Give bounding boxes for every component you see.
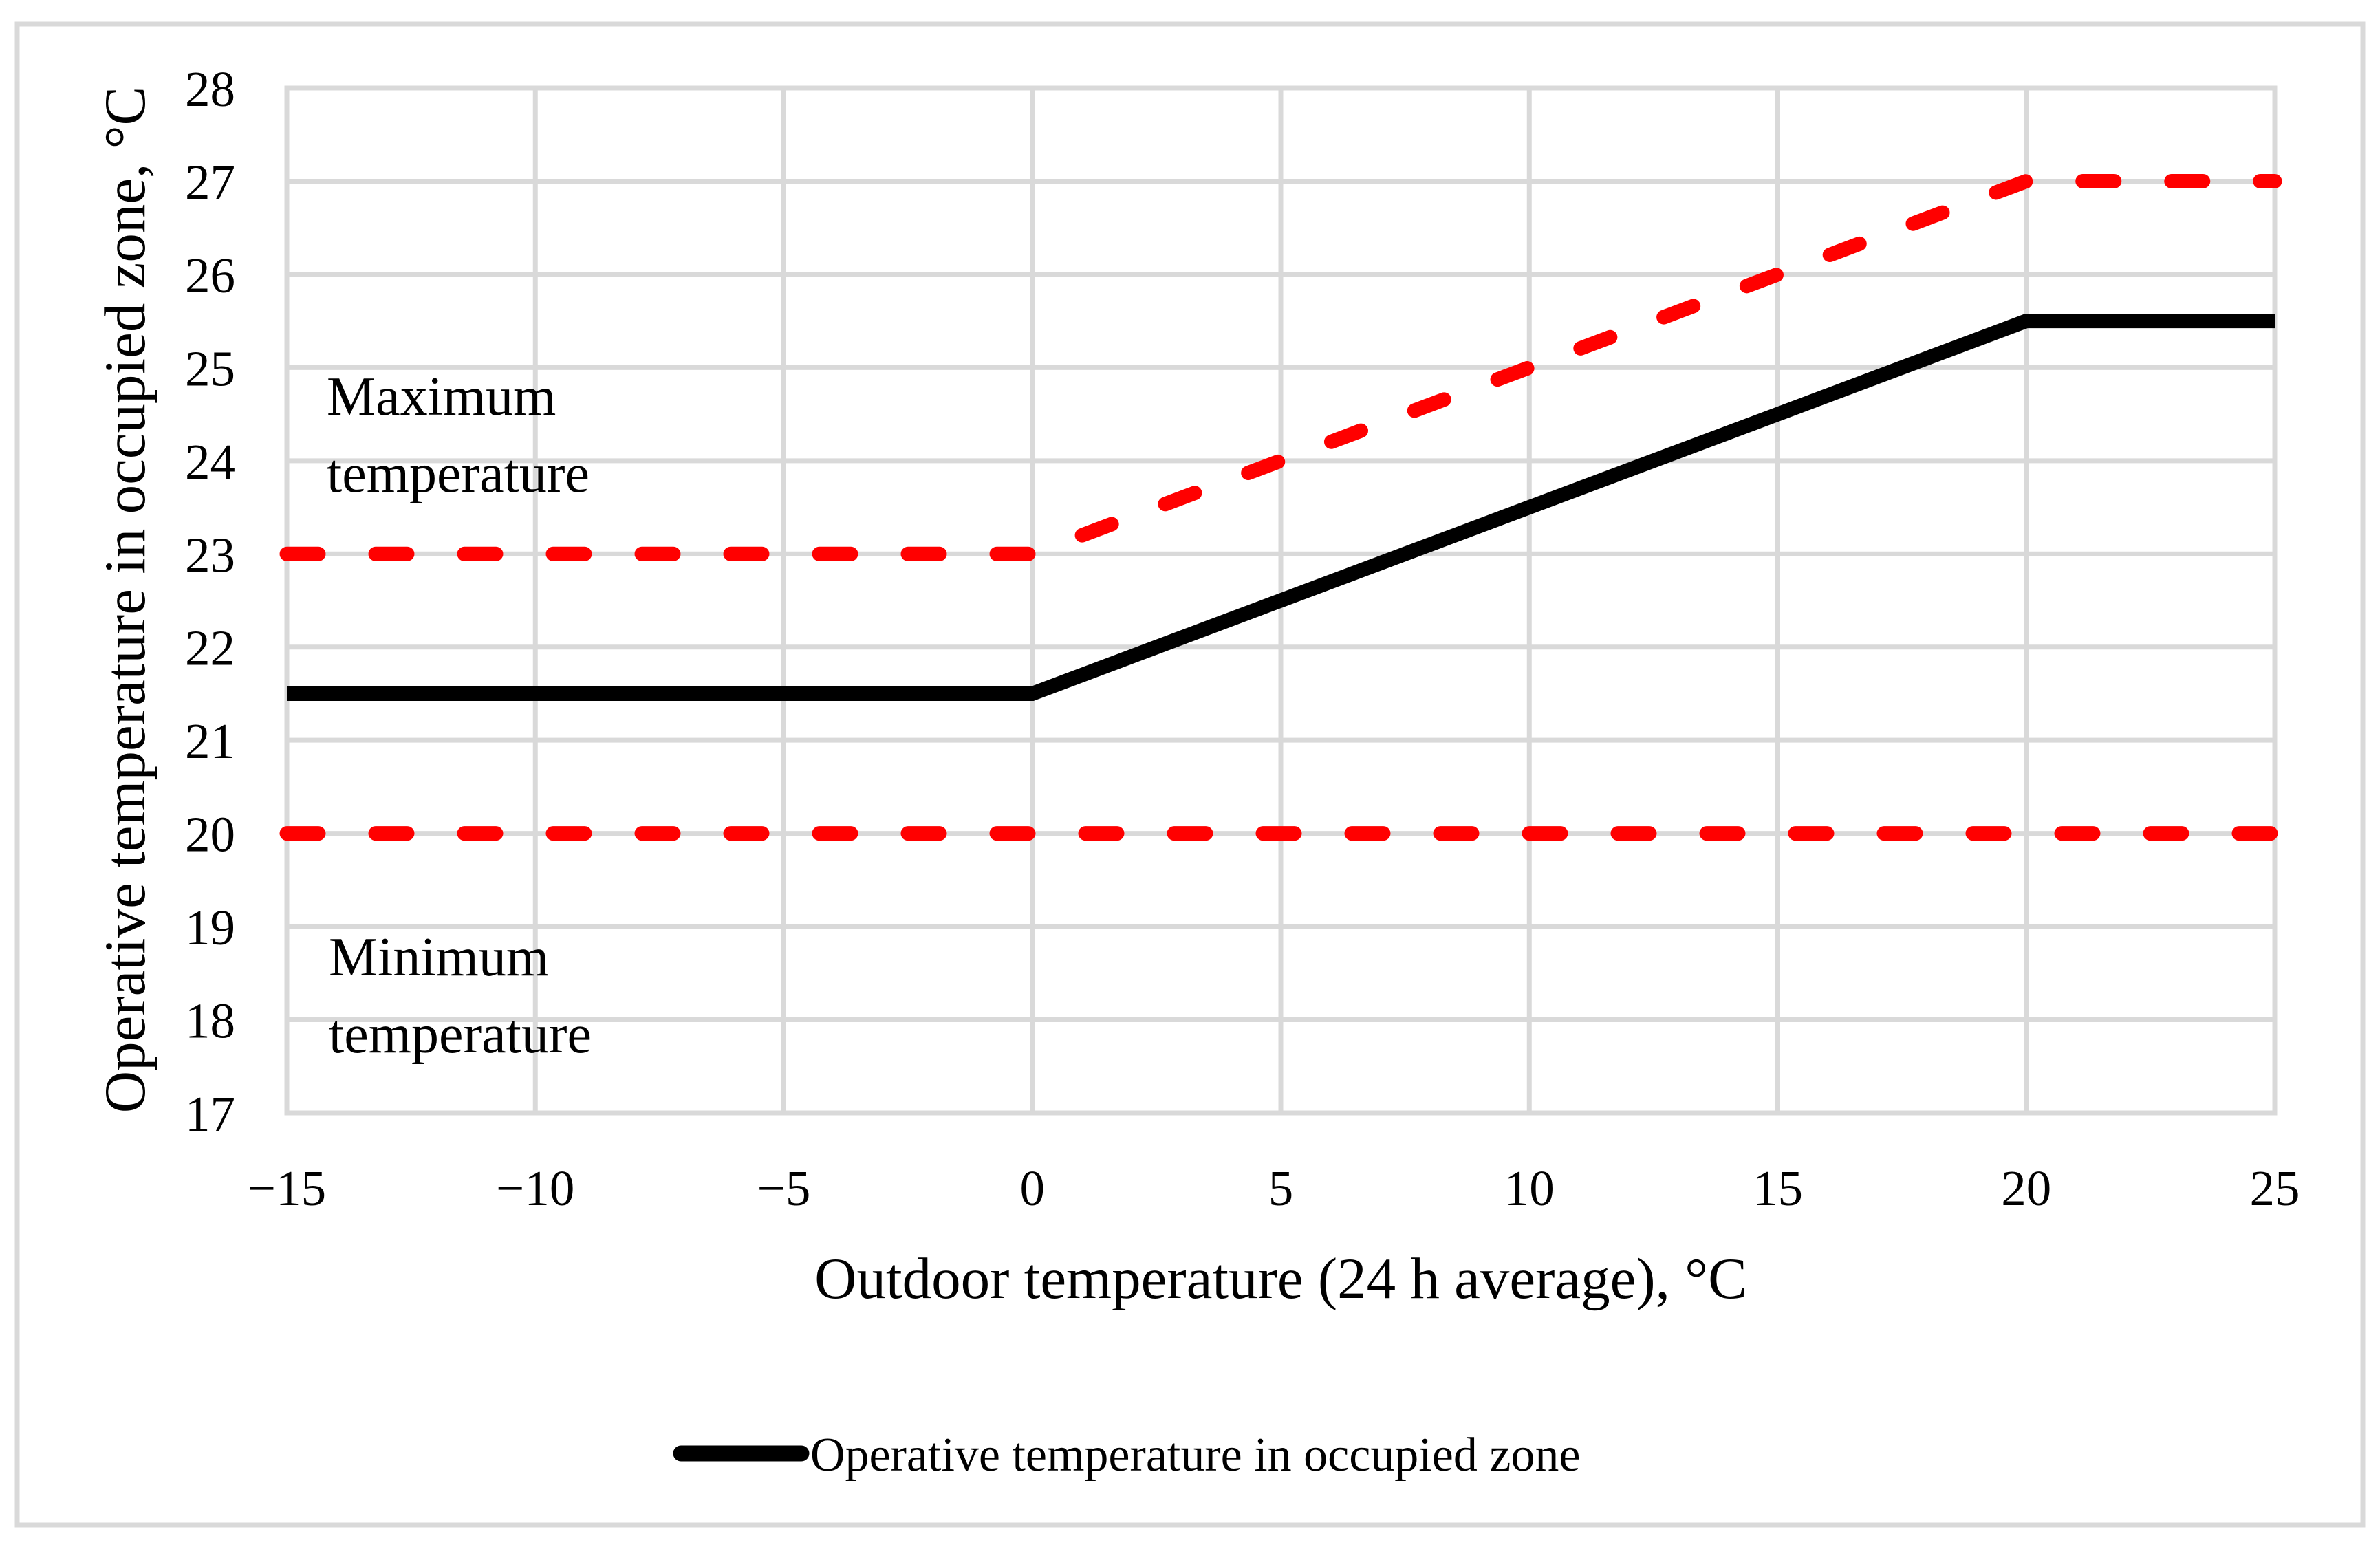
series-maximum-temperature <box>279 173 2282 561</box>
figure-border <box>14 21 2366 1528</box>
x-tick-label: −15 <box>248 1160 326 1216</box>
x-tick-label: −5 <box>757 1160 811 1216</box>
y-tick-label: 27 <box>185 154 235 210</box>
x-tick-label: 0 <box>1020 1160 1046 1216</box>
series-operative-temperature-in-occupied-zone <box>287 314 2275 701</box>
x-tick-label: −10 <box>496 1160 574 1216</box>
y-tick-label: 17 <box>185 1086 235 1142</box>
y-tick-label: 18 <box>185 993 235 1049</box>
annotation-line: Minimum <box>329 927 549 988</box>
y-axis-title: Operative temperature in occupied zone, … <box>93 87 158 1114</box>
x-tick-label: 10 <box>1504 1160 1555 1216</box>
x-tick-label: 15 <box>1753 1160 1803 1216</box>
x-axis-title: Outdoor temperature (24 h average), °C <box>814 1246 1747 1311</box>
annotation-line: Maximum <box>327 367 556 427</box>
series-layer <box>279 173 2282 841</box>
y-tick-label: 25 <box>185 340 235 396</box>
y-tick-label: 21 <box>185 713 235 769</box>
x-tick-label: 5 <box>1268 1160 1294 1216</box>
y-tick-label: 24 <box>185 434 235 490</box>
y-tick-labels: 17 18 19 20 21 22 23 24 25 26 27 28 <box>185 61 235 1142</box>
y-tick-label: 28 <box>185 61 235 117</box>
y-tick-label: 22 <box>185 620 235 676</box>
plot-area-border <box>284 85 2278 1116</box>
legend-label: Operative temperature in occupied zone <box>810 1429 1580 1482</box>
annotation-line: temperature <box>327 444 589 504</box>
y-tick-label: 23 <box>185 527 235 583</box>
x-tick-label: 25 <box>2250 1160 2300 1216</box>
y-tick-label: 26 <box>185 248 235 303</box>
annotation-line: temperature <box>329 1004 592 1065</box>
x-tick-labels: −15 −10 −5 0 5 10 15 20 25 <box>248 1160 2300 1216</box>
x-tick-label: 20 <box>2001 1160 2051 1216</box>
annotation-minimum-temperature: Minimum temperature <box>329 927 592 1065</box>
legend: Operative temperature in occupied zone <box>673 1429 1580 1482</box>
y-tick-label: 19 <box>185 900 235 955</box>
annotation-maximum-temperature: Maximum temperature <box>327 367 589 504</box>
y-tick-label: 20 <box>185 807 235 863</box>
